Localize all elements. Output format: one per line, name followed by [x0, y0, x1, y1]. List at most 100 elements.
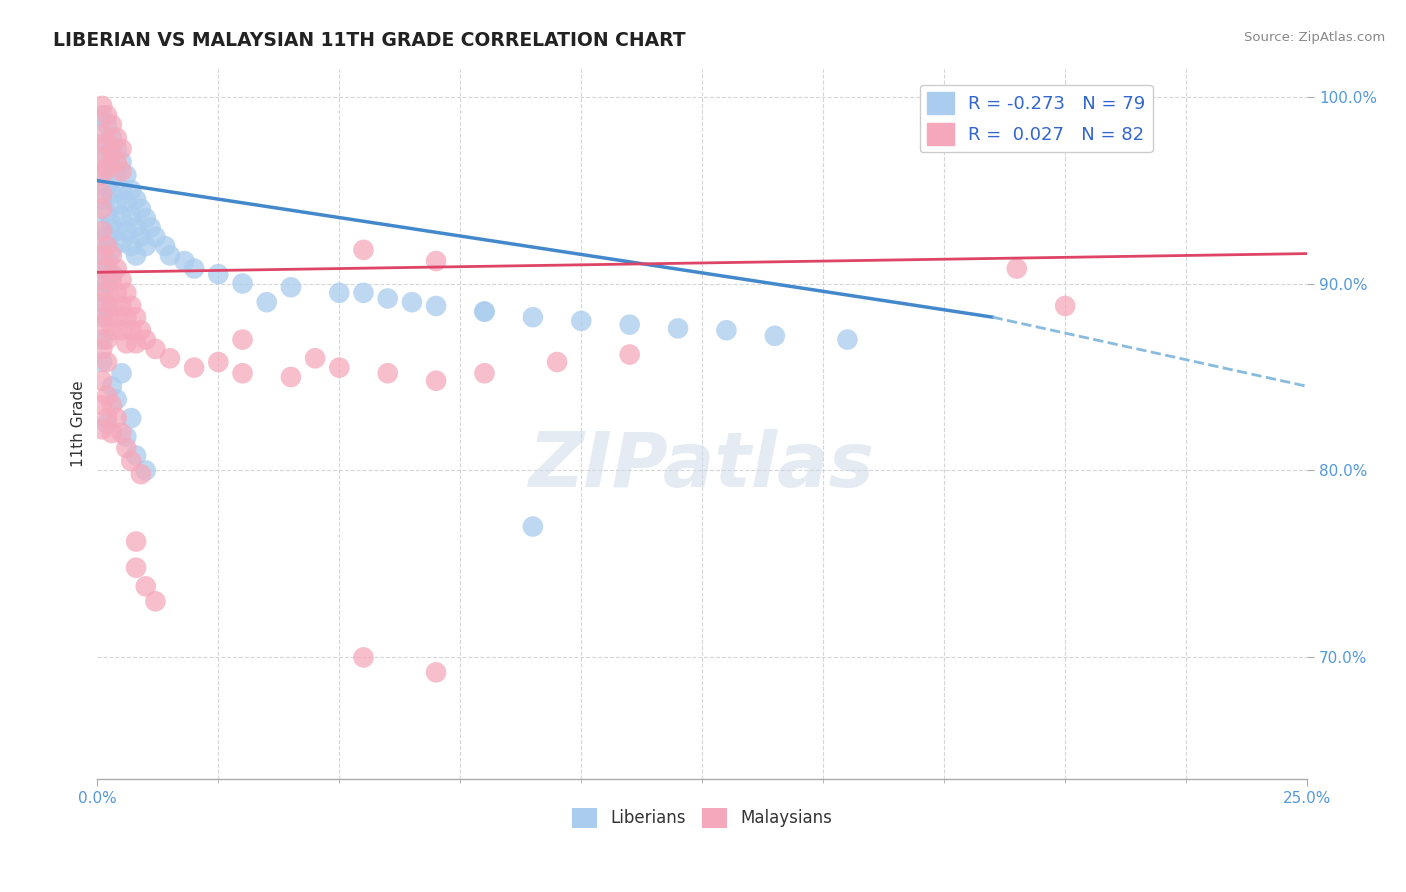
Point: [105, 285, 128, 300]
Point: [183, 360, 205, 375]
Point: [110, 426, 132, 441]
Point: [120, 299, 142, 313]
Point: [110, 273, 132, 287]
Point: [96, 285, 118, 300]
Point: [101, 161, 124, 175]
Point: [129, 229, 152, 244]
Point: [522, 519, 544, 533]
Point: [145, 594, 167, 608]
Point: [353, 650, 375, 665]
Point: [125, 193, 148, 207]
Point: [569, 314, 592, 328]
Point: [474, 366, 496, 380]
Point: [183, 261, 205, 276]
Point: [96, 310, 118, 325]
Point: [110, 209, 132, 223]
Point: [619, 318, 641, 332]
Point: [91, 310, 114, 325]
Point: [91, 342, 114, 356]
Point: [101, 243, 124, 257]
Point: [91, 136, 114, 151]
Point: [96, 161, 118, 175]
Point: [125, 449, 148, 463]
Point: [96, 239, 118, 253]
Point: [125, 248, 148, 262]
Point: [91, 398, 114, 412]
Point: [105, 310, 128, 325]
Point: [105, 392, 128, 407]
Point: [120, 183, 142, 197]
Point: [115, 285, 138, 300]
Point: [153, 239, 176, 253]
Point: [129, 467, 152, 482]
Point: [91, 318, 114, 332]
Point: [96, 411, 118, 425]
Point: [353, 243, 375, 257]
Point: [91, 224, 114, 238]
Point: [135, 463, 157, 477]
Point: [115, 336, 138, 351]
Point: [101, 379, 124, 393]
Point: [96, 299, 118, 313]
Point: [280, 370, 302, 384]
Point: [110, 299, 132, 313]
Y-axis label: 11th Grade: 11th Grade: [72, 380, 86, 467]
Text: LIBERIAN VS MALAYSIAN 11TH GRADE CORRELATION CHART: LIBERIAN VS MALAYSIAN 11TH GRADE CORRELA…: [53, 31, 686, 50]
Point: [125, 220, 148, 235]
Point: [837, 333, 859, 347]
Point: [101, 145, 124, 160]
Point: [280, 280, 302, 294]
Point: [91, 422, 114, 436]
Point: [91, 168, 114, 182]
Point: [96, 261, 118, 276]
Point: [101, 299, 124, 313]
Point: [135, 579, 157, 593]
Point: [425, 299, 447, 313]
Point: [96, 179, 118, 194]
Point: [91, 193, 114, 207]
Point: [105, 168, 128, 182]
Point: [120, 209, 142, 223]
Point: [101, 398, 124, 412]
Point: [159, 351, 181, 366]
Point: [101, 186, 124, 201]
Point: [159, 248, 181, 262]
Point: [96, 389, 118, 403]
Point: [91, 99, 114, 113]
Point: [110, 235, 132, 250]
Point: [231, 333, 253, 347]
Point: [105, 224, 128, 238]
Point: [115, 224, 138, 238]
Point: [666, 321, 689, 335]
Point: [129, 202, 152, 216]
Point: [115, 168, 138, 182]
Point: [401, 295, 423, 310]
Point: [91, 333, 114, 347]
Point: [125, 336, 148, 351]
Point: [105, 261, 128, 276]
Point: [546, 355, 568, 369]
Point: [91, 127, 114, 141]
Point: [207, 267, 229, 281]
Point: [105, 198, 128, 212]
Point: [120, 239, 142, 253]
Point: [125, 560, 148, 574]
Point: [353, 285, 375, 300]
Point: [91, 273, 114, 287]
Point: [145, 342, 167, 356]
Point: [101, 267, 124, 281]
Point: [619, 347, 641, 361]
Point: [522, 310, 544, 325]
Point: [91, 295, 114, 310]
Point: [120, 454, 142, 468]
Point: [110, 323, 132, 337]
Point: [125, 310, 148, 325]
Point: [207, 355, 229, 369]
Point: [91, 261, 114, 276]
Point: [1054, 299, 1077, 313]
Point: [425, 374, 447, 388]
Point: [101, 248, 124, 262]
Point: [101, 273, 124, 287]
Point: [101, 130, 124, 145]
Point: [96, 108, 118, 122]
